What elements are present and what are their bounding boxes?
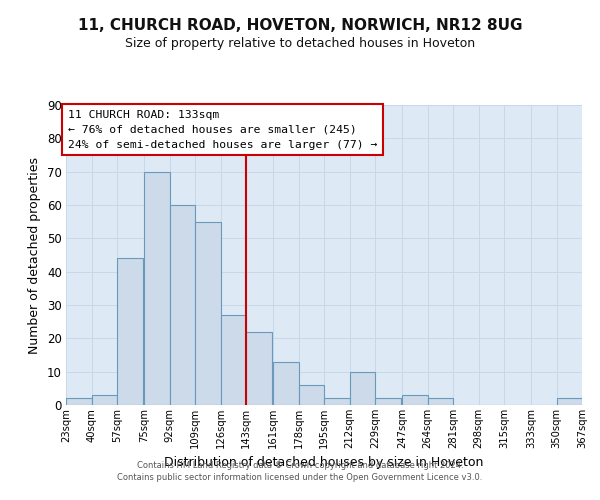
Text: Size of property relative to detached houses in Hoveton: Size of property relative to detached ho… [125,38,475,51]
X-axis label: Distribution of detached houses by size in Hoveton: Distribution of detached houses by size … [164,456,484,469]
Bar [221,315,246,405]
Text: 11, CHURCH ROAD, HOVETON, NORWICH, NR12 8UG: 11, CHURCH ROAD, HOVETON, NORWICH, NR12 … [78,18,522,32]
Bar [273,362,299,405]
Bar [299,385,324,405]
Bar [349,372,375,405]
Bar [170,205,195,405]
Bar [91,395,117,405]
Bar [195,222,221,405]
Bar [324,398,349,405]
Bar [144,172,170,405]
Text: Contains HM Land Registry data © Crown copyright and database right 2024.
Contai: Contains HM Land Registry data © Crown c… [118,461,482,482]
Bar [427,398,453,405]
Bar [375,398,401,405]
Bar [402,395,427,405]
Y-axis label: Number of detached properties: Number of detached properties [28,156,41,354]
Bar [557,398,582,405]
Bar [66,398,91,405]
Text: 11 CHURCH ROAD: 133sqm
← 76% of detached houses are smaller (245)
24% of semi-de: 11 CHURCH ROAD: 133sqm ← 76% of detached… [67,110,377,150]
Bar [117,258,143,405]
Bar [246,332,271,405]
